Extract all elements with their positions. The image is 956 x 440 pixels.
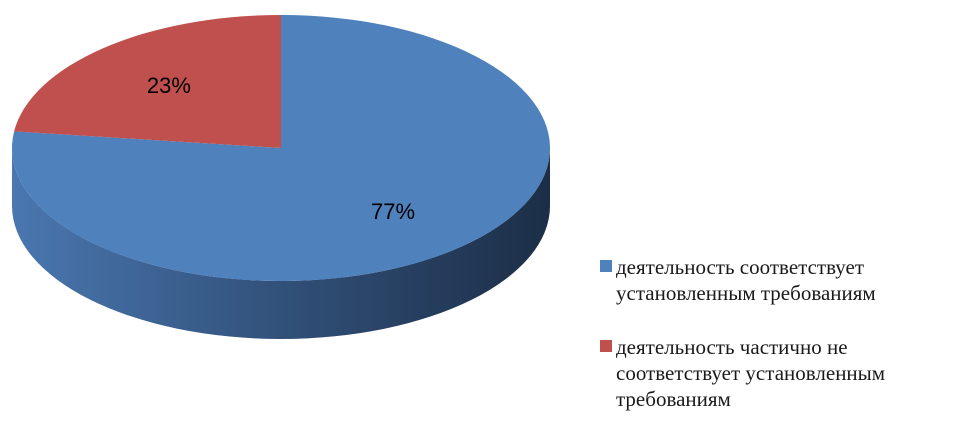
pie-slice-0 (11, 15, 550, 281)
pie-slice-1 (14, 15, 282, 148)
legend: деятельность соответствует установленным… (600, 254, 952, 440)
pie-top (11, 15, 550, 281)
pie-chart: 77% 23% (11, 15, 550, 339)
pie-side-wall (12, 148, 550, 339)
pie-data-label-0: 77% (371, 199, 415, 224)
legend-label-compliant: деятельность соответствует установленным… (616, 255, 876, 305)
legend-item-partially-compliant: деятельность частично не соответствует у… (600, 334, 952, 412)
legend-label-partially-compliant: деятельность частично не соответствует у… (616, 335, 886, 411)
legend-swatch-compliant (600, 260, 612, 272)
legend-swatch-partially-compliant (600, 340, 612, 352)
pie-side-wall-shape (12, 148, 550, 339)
pie-data-labels: 77% 23% (147, 73, 415, 224)
pie-data-label-1: 23% (147, 73, 191, 98)
legend-item-compliant: деятельность соответствует установленным… (600, 254, 952, 306)
